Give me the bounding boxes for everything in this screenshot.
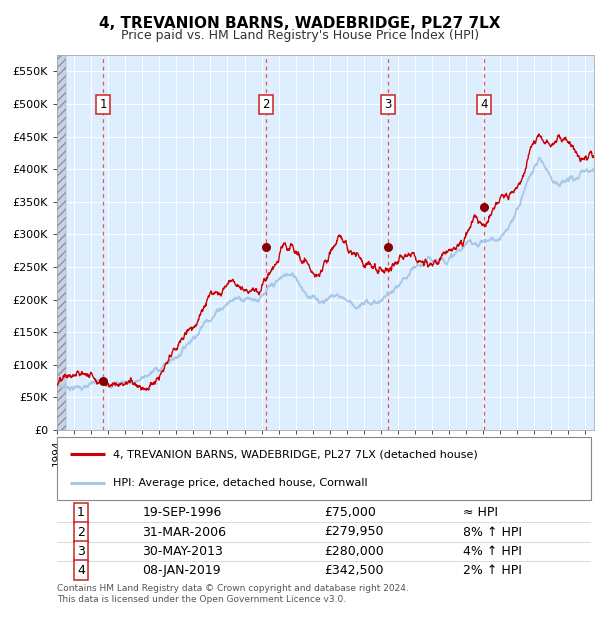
Bar [57, 55, 65, 430]
Text: 19-SEP-1996: 19-SEP-1996 [142, 507, 222, 520]
Text: Contains HM Land Registry data © Crown copyright and database right 2024.: Contains HM Land Registry data © Crown c… [57, 584, 409, 593]
Text: 4, TREVANION BARNS, WADEBRIDGE, PL27 7LX (detached house): 4, TREVANION BARNS, WADEBRIDGE, PL27 7LX… [113, 449, 478, 459]
Text: £75,000: £75,000 [324, 507, 376, 520]
Text: 8% ↑ HPI: 8% ↑ HPI [463, 526, 522, 539]
Text: 1: 1 [77, 507, 85, 520]
Text: Price paid vs. HM Land Registry's House Price Index (HPI): Price paid vs. HM Land Registry's House … [121, 29, 479, 42]
Text: 4: 4 [480, 98, 487, 111]
Text: 4% ↑ HPI: 4% ↑ HPI [463, 545, 522, 558]
Text: 2: 2 [262, 98, 269, 111]
Text: 08-JAN-2019: 08-JAN-2019 [142, 564, 221, 577]
Text: £279,950: £279,950 [324, 526, 383, 539]
Text: 1: 1 [100, 98, 107, 111]
Text: 4, TREVANION BARNS, WADEBRIDGE, PL27 7LX: 4, TREVANION BARNS, WADEBRIDGE, PL27 7LX [99, 16, 501, 30]
Text: ≈ HPI: ≈ HPI [463, 507, 498, 520]
Text: 31-MAR-2006: 31-MAR-2006 [142, 526, 226, 539]
Text: 2% ↑ HPI: 2% ↑ HPI [463, 564, 522, 577]
Bar [57, 55, 65, 430]
Text: £280,000: £280,000 [324, 545, 384, 558]
Text: 30-MAY-2013: 30-MAY-2013 [142, 545, 223, 558]
Text: 4: 4 [77, 564, 85, 577]
Text: 3: 3 [77, 545, 85, 558]
Text: £342,500: £342,500 [324, 564, 383, 577]
Text: 3: 3 [384, 98, 392, 111]
Text: This data is licensed under the Open Government Licence v3.0.: This data is licensed under the Open Gov… [57, 595, 346, 604]
Text: HPI: Average price, detached house, Cornwall: HPI: Average price, detached house, Corn… [113, 478, 368, 488]
Text: 2: 2 [77, 526, 85, 539]
